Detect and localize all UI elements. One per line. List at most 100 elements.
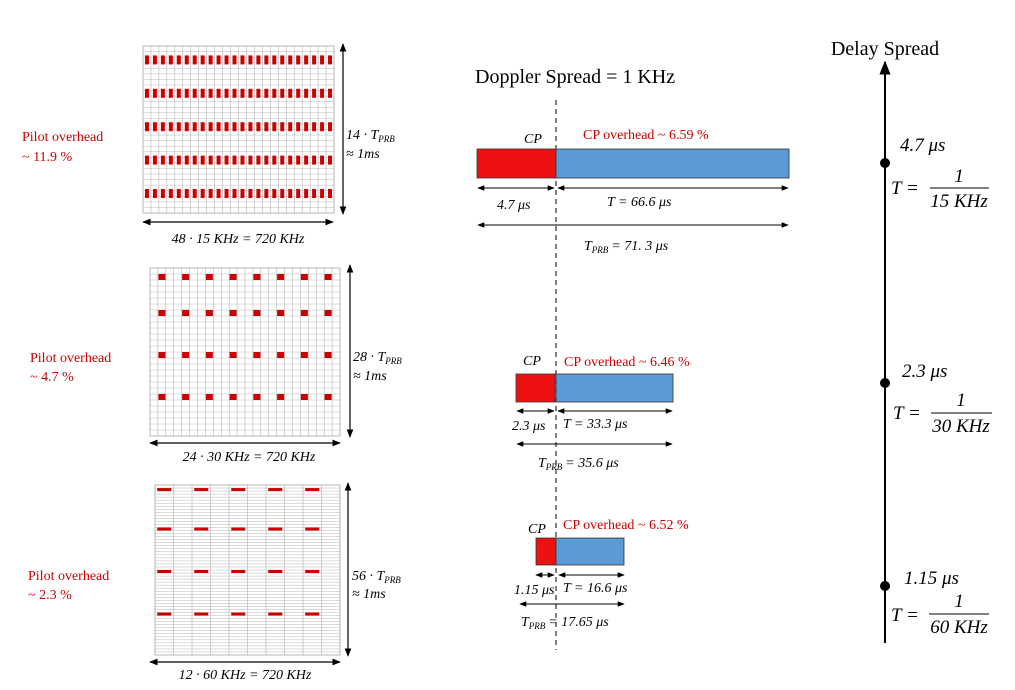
pilot-symbol bbox=[328, 88, 333, 98]
doppler-spread-title: Doppler Spread = 1 KHz bbox=[475, 66, 675, 88]
pilot-symbol bbox=[288, 155, 293, 165]
pilot-symbol bbox=[158, 274, 166, 280]
spacing-den-2: 30 KHz bbox=[931, 416, 990, 437]
delay-marker-3 bbox=[880, 581, 890, 591]
symbol-duration-1: T = 66.6 μs bbox=[607, 195, 672, 210]
pilot-symbol bbox=[256, 122, 261, 132]
pilot-symbol bbox=[232, 55, 237, 65]
pilot-symbol bbox=[184, 189, 189, 199]
pilot-symbol bbox=[160, 88, 165, 98]
pilot-symbol bbox=[304, 189, 309, 199]
pilot-symbol bbox=[248, 55, 253, 65]
symbol-arrows-1 bbox=[477, 185, 789, 228]
pilot-symbol bbox=[157, 527, 172, 531]
pilot-symbol bbox=[324, 274, 332, 280]
pilot-symbol bbox=[272, 88, 277, 98]
pilot-symbol bbox=[268, 612, 283, 616]
pilot-symbol bbox=[328, 55, 333, 65]
pilot-symbol bbox=[320, 155, 325, 165]
pilot-symbol bbox=[248, 88, 253, 98]
pilot-symbol bbox=[182, 310, 190, 316]
cp-label-3: CP bbox=[528, 522, 546, 537]
cp-duration-3: 1.15 μs bbox=[514, 583, 555, 598]
time-span-approx-1: ≈ 1ms bbox=[346, 147, 380, 162]
pilot-symbol bbox=[216, 155, 221, 165]
cp-duration-2: 2.3 μs bbox=[512, 419, 546, 434]
cp-block-3 bbox=[535, 537, 557, 566]
pilot-symbol bbox=[268, 570, 283, 574]
pilot-symbol bbox=[253, 394, 261, 400]
pilot-symbol bbox=[194, 527, 209, 531]
pilot-symbol bbox=[224, 88, 229, 98]
t-eq-2: T = bbox=[893, 403, 921, 424]
pilot-symbol bbox=[304, 88, 309, 98]
delay-value-1: 4.7 μs bbox=[900, 135, 945, 156]
pilot-symbol bbox=[256, 155, 261, 165]
freq-span-label-2: 24 · 30 KHz = 720 KHz bbox=[183, 450, 316, 465]
pilot-symbol bbox=[296, 55, 301, 65]
delay-value-2: 2.3 μs bbox=[902, 361, 947, 382]
pilot-symbol bbox=[264, 55, 269, 65]
spacing-num-2: 1 bbox=[956, 390, 966, 411]
payload-block-1 bbox=[555, 148, 790, 179]
cp-label-1: CP bbox=[524, 132, 542, 147]
pilot-symbol bbox=[248, 189, 253, 199]
t-eq-3: T = bbox=[891, 605, 919, 626]
pilot-symbol bbox=[184, 55, 189, 65]
pilot-symbol bbox=[288, 55, 293, 65]
pilot-symbol bbox=[216, 55, 221, 65]
pilot-symbol bbox=[144, 189, 149, 199]
symbol-duration-2: T = 33.3 μs bbox=[563, 417, 628, 432]
pilot-symbol bbox=[304, 55, 309, 65]
pilot-symbol bbox=[280, 122, 285, 132]
pilot-symbol bbox=[288, 189, 293, 199]
pilot-symbol bbox=[305, 612, 320, 616]
cp-overhead-label-2: CP overhead ~ 6.46 % bbox=[564, 355, 690, 370]
pilot-symbol bbox=[240, 155, 245, 165]
pilot-symbol bbox=[200, 55, 205, 65]
pilot-symbol bbox=[232, 155, 237, 165]
pilot-symbol bbox=[229, 310, 237, 316]
pilot-symbol bbox=[194, 570, 209, 574]
pilot-symbol bbox=[194, 488, 209, 492]
pilot-symbol bbox=[272, 189, 277, 199]
t-eq-1: T = bbox=[891, 178, 919, 199]
pilot-symbol bbox=[280, 55, 285, 65]
pilot-symbol bbox=[176, 88, 181, 98]
pilot-symbol bbox=[231, 612, 246, 616]
pilot-symbol bbox=[144, 55, 149, 65]
pilot-symbol bbox=[296, 88, 301, 98]
pilot-symbol bbox=[157, 570, 172, 574]
pilot-symbol bbox=[296, 155, 301, 165]
pilot-symbol bbox=[184, 122, 189, 132]
pilot-symbol bbox=[264, 155, 269, 165]
pilot-symbol bbox=[224, 55, 229, 65]
pilot-symbol bbox=[296, 189, 301, 199]
pilot-symbol bbox=[200, 88, 205, 98]
pilot-symbol bbox=[277, 352, 285, 358]
pilot-symbol bbox=[268, 488, 283, 492]
cp-duration-1: 4.7 μs bbox=[497, 198, 531, 213]
pilot-symbol bbox=[160, 55, 165, 65]
symbol-arrows-3 bbox=[519, 572, 625, 607]
pilot-symbol bbox=[157, 488, 172, 492]
pilot-symbol bbox=[205, 352, 213, 358]
pilot-symbol bbox=[231, 570, 246, 574]
pilot-symbol bbox=[272, 122, 277, 132]
pilot-symbol bbox=[240, 122, 245, 132]
pilot-symbol bbox=[320, 55, 325, 65]
pilot-symbol bbox=[328, 155, 333, 165]
pilot-symbol bbox=[240, 88, 245, 98]
pilot-symbol bbox=[324, 352, 332, 358]
pilot-symbol bbox=[300, 310, 308, 316]
pilot-symbol bbox=[253, 310, 261, 316]
pilot-symbol bbox=[231, 488, 246, 492]
pilot-symbol bbox=[200, 189, 205, 199]
pilot-symbol bbox=[312, 189, 317, 199]
pilot-symbol bbox=[192, 155, 197, 165]
pilot-symbol bbox=[231, 527, 246, 531]
pilot-symbol bbox=[305, 527, 320, 531]
pilot-symbol bbox=[264, 122, 269, 132]
tprb-label-3: TPRB = 17.65 μs bbox=[521, 615, 609, 631]
pilot-symbol bbox=[205, 310, 213, 316]
